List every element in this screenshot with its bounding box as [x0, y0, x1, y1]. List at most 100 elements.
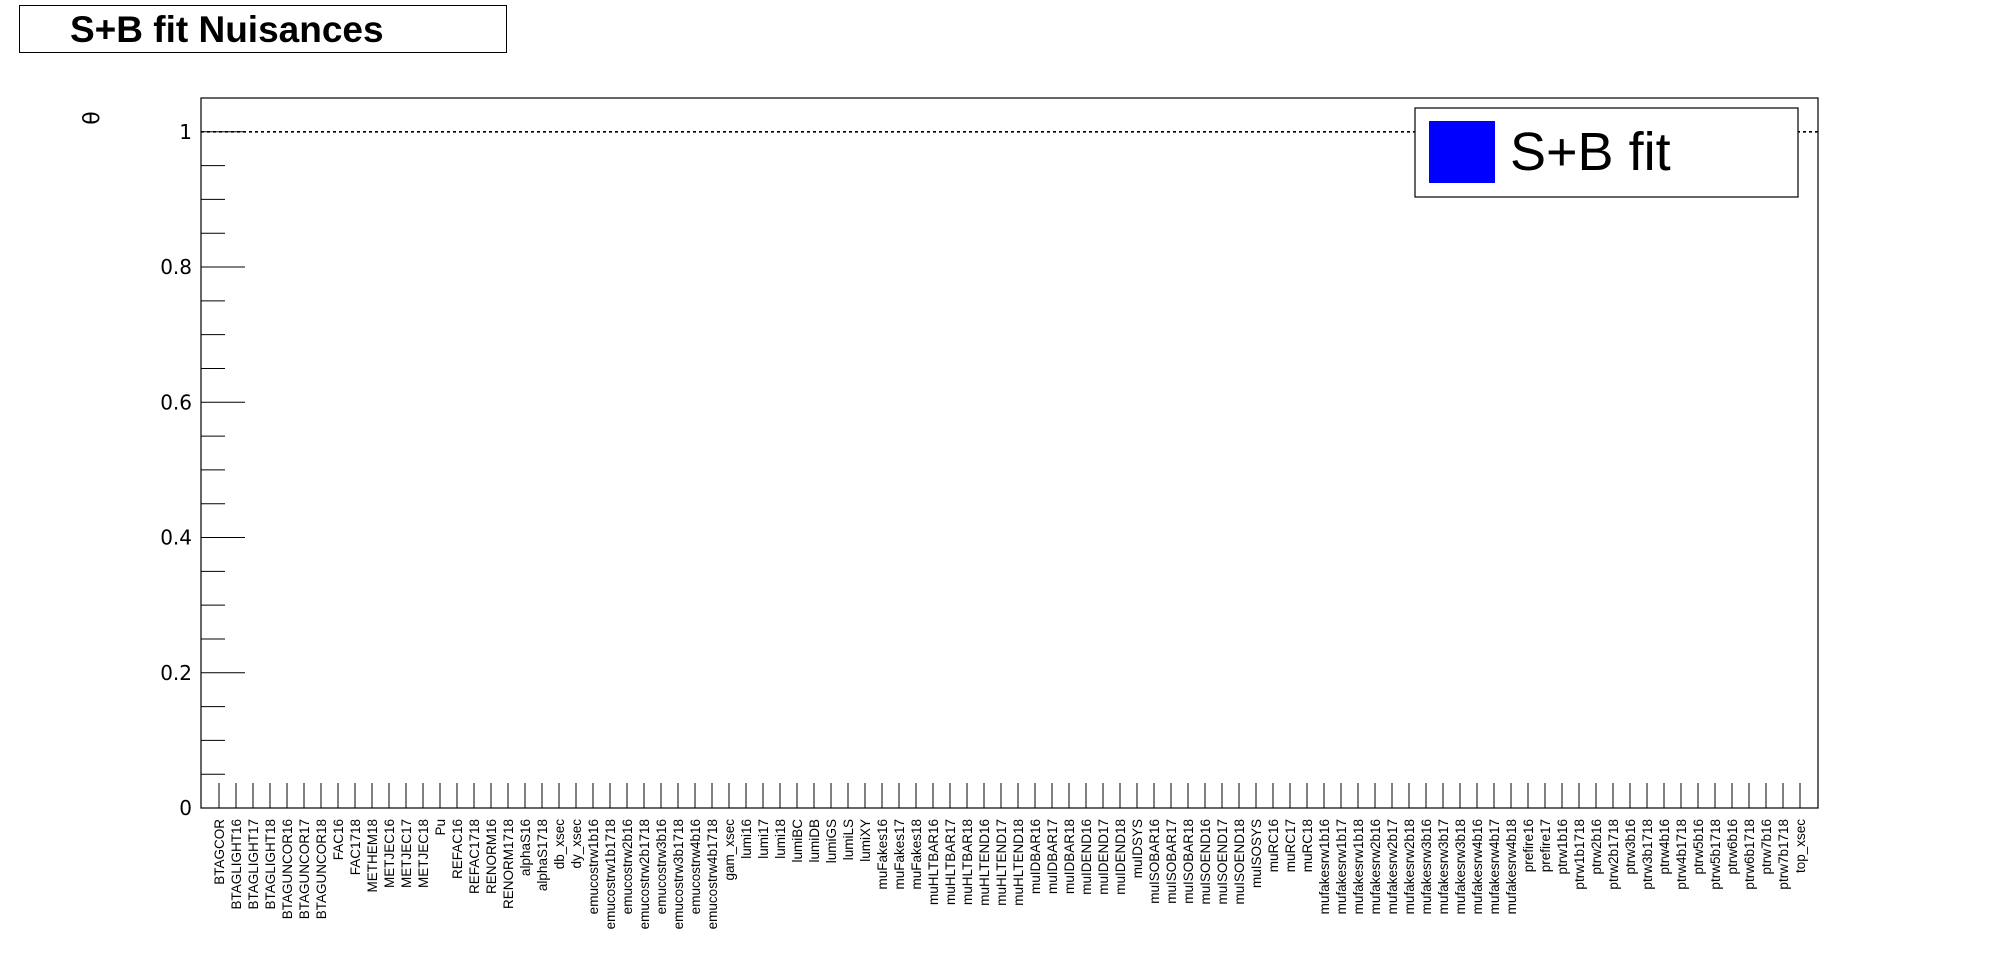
- x-tick-label: ptrw4b16: [1657, 819, 1672, 875]
- x-tick-label: muIDSYS: [1130, 819, 1145, 878]
- x-tick-label: muIDBAR17: [1045, 819, 1060, 894]
- x-tick-label: muISOBAR18: [1181, 819, 1196, 904]
- x-tick-label: mufakesrw2b18: [1402, 819, 1417, 914]
- x-tick-label: emucostrw1b1718: [603, 819, 618, 929]
- x-tick-label: FAC16: [331, 819, 346, 860]
- y-tick-label: 0.4: [160, 526, 192, 550]
- x-tick-label: emucostrw4b16: [688, 819, 703, 914]
- x-tick-label: muISOBAR17: [1164, 819, 1179, 904]
- x-tick-label: ptrw3b1718: [1640, 819, 1655, 890]
- x-tick-label: lumiLS: [841, 819, 856, 860]
- x-tick-label: muHLTEND18: [1011, 819, 1026, 906]
- x-tick-label: ptrw7b16: [1759, 819, 1774, 875]
- y-tick-label: 0.6: [160, 390, 192, 414]
- x-tick-label: mufakesrw1b17: [1334, 819, 1349, 914]
- x-tick-label: FAC1718: [348, 819, 363, 875]
- x-tick-label: lumi18: [773, 819, 788, 859]
- x-tick-label: BTAGLIGHT17: [246, 819, 261, 910]
- x-tick-label: ptrw1b16: [1555, 819, 1570, 875]
- x-tick-label: mufakesrw1b16: [1317, 819, 1332, 914]
- legend-swatch: [1429, 121, 1495, 183]
- x-tick-label: muRC18: [1300, 819, 1315, 872]
- x-tick-label: db_xsec: [552, 819, 567, 870]
- x-tick-label: alphaS16: [518, 819, 533, 876]
- x-tick-label: muISOEND17: [1215, 819, 1230, 905]
- x-tick-label: muHLTEND16: [977, 819, 992, 906]
- x-tick-label: emucostrw1b16: [586, 819, 601, 914]
- x-tick-label: REFAC1718: [467, 819, 482, 894]
- x-tick-label: muISOEND18: [1232, 819, 1247, 905]
- x-tick-label: BTAGCOR: [212, 819, 227, 885]
- y-tick-label: 1: [179, 120, 192, 144]
- x-tick-label: muHLTEND17: [994, 819, 1009, 906]
- x-ticks: BTAGCOR BTAGLIGHT16 BTAGLIGHT17 BTAGLIGHT18…: [212, 783, 1808, 929]
- x-tick-label: gam_xsec: [722, 819, 737, 881]
- x-tick-label: ptrw5b16: [1691, 819, 1706, 875]
- x-tick-label: mufakesrw3b18: [1453, 819, 1468, 914]
- x-tick-label: METJEC16: [382, 819, 397, 888]
- x-tick-label: lumi17: [756, 819, 771, 859]
- x-tick-label: emucostrw3b16: [654, 819, 669, 914]
- x-tick-label: RENORM16: [484, 819, 499, 894]
- x-tick-label: muIDBAR18: [1062, 819, 1077, 894]
- x-tick-label: mufakesrw2b17: [1385, 819, 1400, 914]
- x-tick-label: ptrw5b1718: [1708, 819, 1723, 890]
- x-tick-label: muHLTBAR16: [926, 819, 941, 905]
- x-tick-label: ptrw7b1718: [1776, 819, 1791, 890]
- title-box: S+B fit Nuisances: [19, 5, 507, 53]
- x-tick-label: RENORM1718: [501, 819, 516, 909]
- x-tick-label: muRC16: [1266, 819, 1281, 872]
- x-tick-label: alphaS1718: [535, 819, 550, 891]
- x-tick-label: emucostrw2b1718: [637, 819, 652, 929]
- x-tick-label: muFakes18: [909, 819, 924, 890]
- x-tick-label: BTAGUNCOR16: [280, 819, 295, 919]
- x-tick-label: mufakesrw4b17: [1487, 819, 1502, 914]
- legend-label: S+B fit: [1510, 122, 1671, 182]
- x-tick-label: METHEM18: [365, 819, 380, 893]
- y-tick-label: 0.2: [160, 661, 192, 685]
- x-tick-label: ptrw3b16: [1623, 819, 1638, 875]
- x-tick-label: muISOSYS: [1249, 819, 1264, 888]
- x-tick-label: prefire16: [1521, 819, 1536, 872]
- plot-frame-border: [200, 97, 1819, 809]
- x-tick-label: lumiXY: [858, 819, 873, 862]
- legend: S+B fit: [1414, 107, 1799, 198]
- y-tick-label: 0: [179, 796, 192, 820]
- x-tick-label: ptrw6b16: [1725, 819, 1740, 875]
- x-tick-label: muFakes17: [892, 819, 907, 890]
- x-tick-label: ptrw2b1718: [1606, 819, 1621, 890]
- x-tick-label: mufakesrw2b16: [1368, 819, 1383, 914]
- x-tick-label: mufakesrw4b16: [1470, 819, 1485, 914]
- x-tick-label: emucostrw2b16: [620, 819, 635, 914]
- y-ticks: 0 0.2 0.4 0.6 0.8 1: [160, 120, 245, 820]
- plot-frame: [200, 97, 1819, 809]
- x-tick-label: mufakesrw4b18: [1504, 819, 1519, 914]
- y-tick-label: 0.8: [160, 255, 192, 279]
- x-tick-label: top_xsec: [1793, 819, 1808, 873]
- x-tick-label: ptrw6b1718: [1742, 819, 1757, 890]
- x-tick-label: ptrw2b16: [1589, 819, 1604, 875]
- x-tick-label: emucostrw3b1718: [671, 819, 686, 929]
- x-tick-label: muFakes16: [875, 819, 890, 890]
- x-tick-label: BTAGUNCOR18: [314, 819, 329, 919]
- x-tick-label: METJEC17: [399, 819, 414, 888]
- x-tick-label: mufakesrw1b18: [1351, 819, 1366, 914]
- x-tick-label: METJEC18: [416, 819, 431, 888]
- x-tick-label: muIDEND18: [1113, 819, 1128, 895]
- x-tick-label: BTAGLIGHT18: [263, 819, 278, 910]
- x-tick-label: muIDEND16: [1079, 819, 1094, 895]
- x-tick-label: mufakesrw3b17: [1436, 819, 1451, 914]
- x-tick-label: muRC17: [1283, 819, 1298, 872]
- x-tick-label: Pu: [433, 819, 448, 836]
- x-tick-label: prefire17: [1538, 819, 1553, 872]
- x-tick-label: muISOEND16: [1198, 819, 1213, 905]
- x-tick-label: BTAGUNCOR17: [297, 819, 312, 919]
- x-tick-label: lumiGS: [824, 819, 839, 863]
- x-tick-label: emucostrw4b1718: [705, 819, 720, 929]
- x-tick-label: lumiDB: [807, 819, 822, 863]
- x-tick-label: muHLTBAR18: [960, 819, 975, 905]
- y-axis-label: θ: [80, 111, 105, 124]
- x-tick-label: muHLTBAR17: [943, 819, 958, 905]
- x-tick-label: REFAC16: [450, 819, 465, 879]
